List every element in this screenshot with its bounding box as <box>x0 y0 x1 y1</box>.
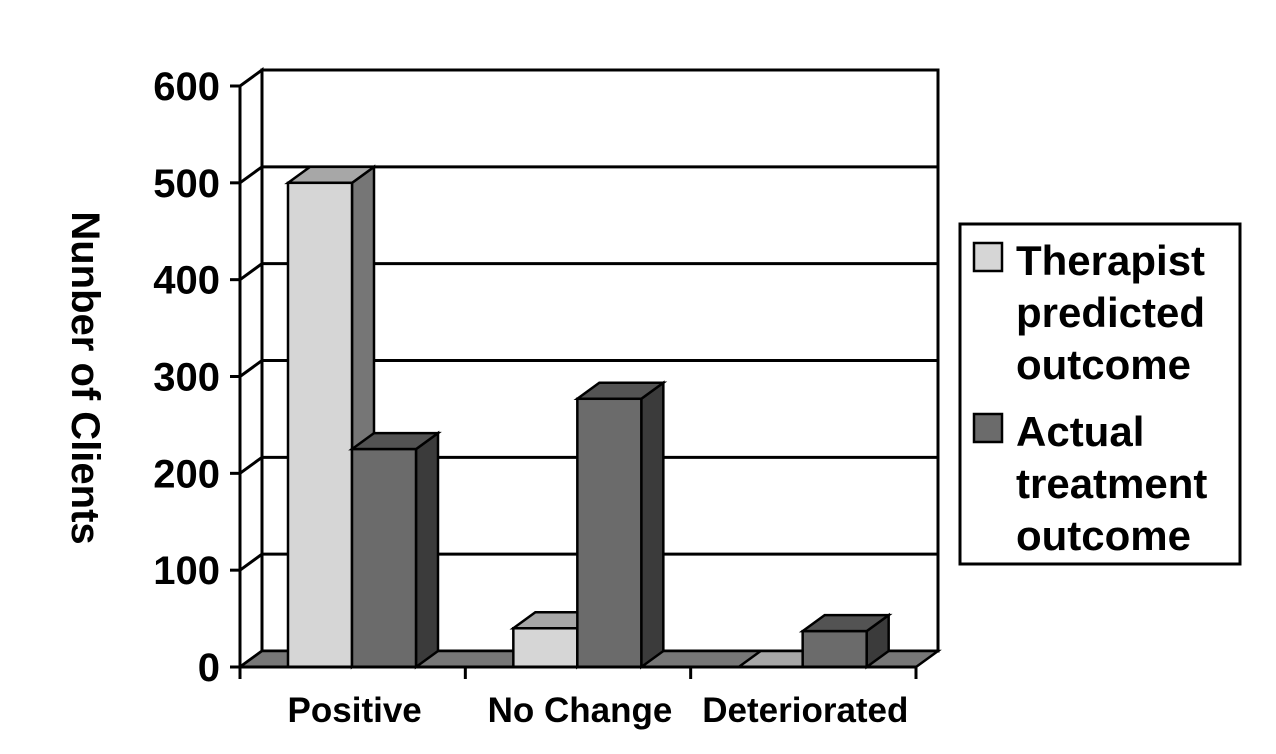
y-tick-label: 400 <box>153 259 220 303</box>
bar-deteriorated-series-2 <box>798 612 893 670</box>
legend-swatch-actual-treatment <box>972 412 1004 444</box>
x-tick-label: Positive <box>288 691 422 730</box>
gridline <box>239 359 938 378</box>
bar-front <box>801 629 868 669</box>
legend-label-actual-line-2: treatment <box>1016 460 1207 507</box>
bar-front <box>350 447 418 669</box>
y-tick-label: 100 <box>153 549 220 593</box>
y-tick-labels: 0 100 200 300 400 500 600 <box>153 65 220 690</box>
x-tick-label: No Change <box>488 691 673 730</box>
legend-box <box>958 222 1242 566</box>
gridlines <box>239 165 938 572</box>
gridline <box>239 165 938 185</box>
x-tick-label: Deteriorated <box>702 691 908 730</box>
legend: Therapist predicted outcome Actual treat… <box>958 222 1242 566</box>
legend-label-actual-line-3: outcome <box>1016 512 1191 559</box>
legend-label-actual-line-1: Actual <box>1016 408 1144 455</box>
bar-side <box>414 430 440 670</box>
gridline <box>239 455 938 475</box>
y-tick-label: 600 <box>153 65 220 109</box>
bar-front <box>512 627 579 669</box>
x-tick-labels: Positive No Change Deteriorated <box>288 691 909 730</box>
y-tick-label: 200 <box>153 452 220 496</box>
legend-label-therapist-line-2: predicted <box>1016 289 1205 336</box>
legend-swatch-therapist-predicted <box>972 241 1004 273</box>
bar-no-change-series-2 <box>573 380 668 670</box>
gridline <box>239 262 938 281</box>
y-axis-label: Nunber of Clients <box>63 211 107 544</box>
y-tick-label: 500 <box>153 162 220 206</box>
bar-front <box>286 181 354 669</box>
y-tick-label: 0 <box>198 646 220 690</box>
legend-label-therapist-line-1: Therapist <box>1016 237 1205 284</box>
bar-front <box>576 397 643 669</box>
bar-side <box>640 380 665 670</box>
y-tick-label: 300 <box>153 356 220 400</box>
gridline <box>239 552 938 572</box>
axes <box>230 84 918 679</box>
legend-label-therapist-line-3: outcome <box>1016 341 1191 388</box>
bar-positive-series-2 <box>348 430 442 670</box>
bars <box>284 164 893 670</box>
